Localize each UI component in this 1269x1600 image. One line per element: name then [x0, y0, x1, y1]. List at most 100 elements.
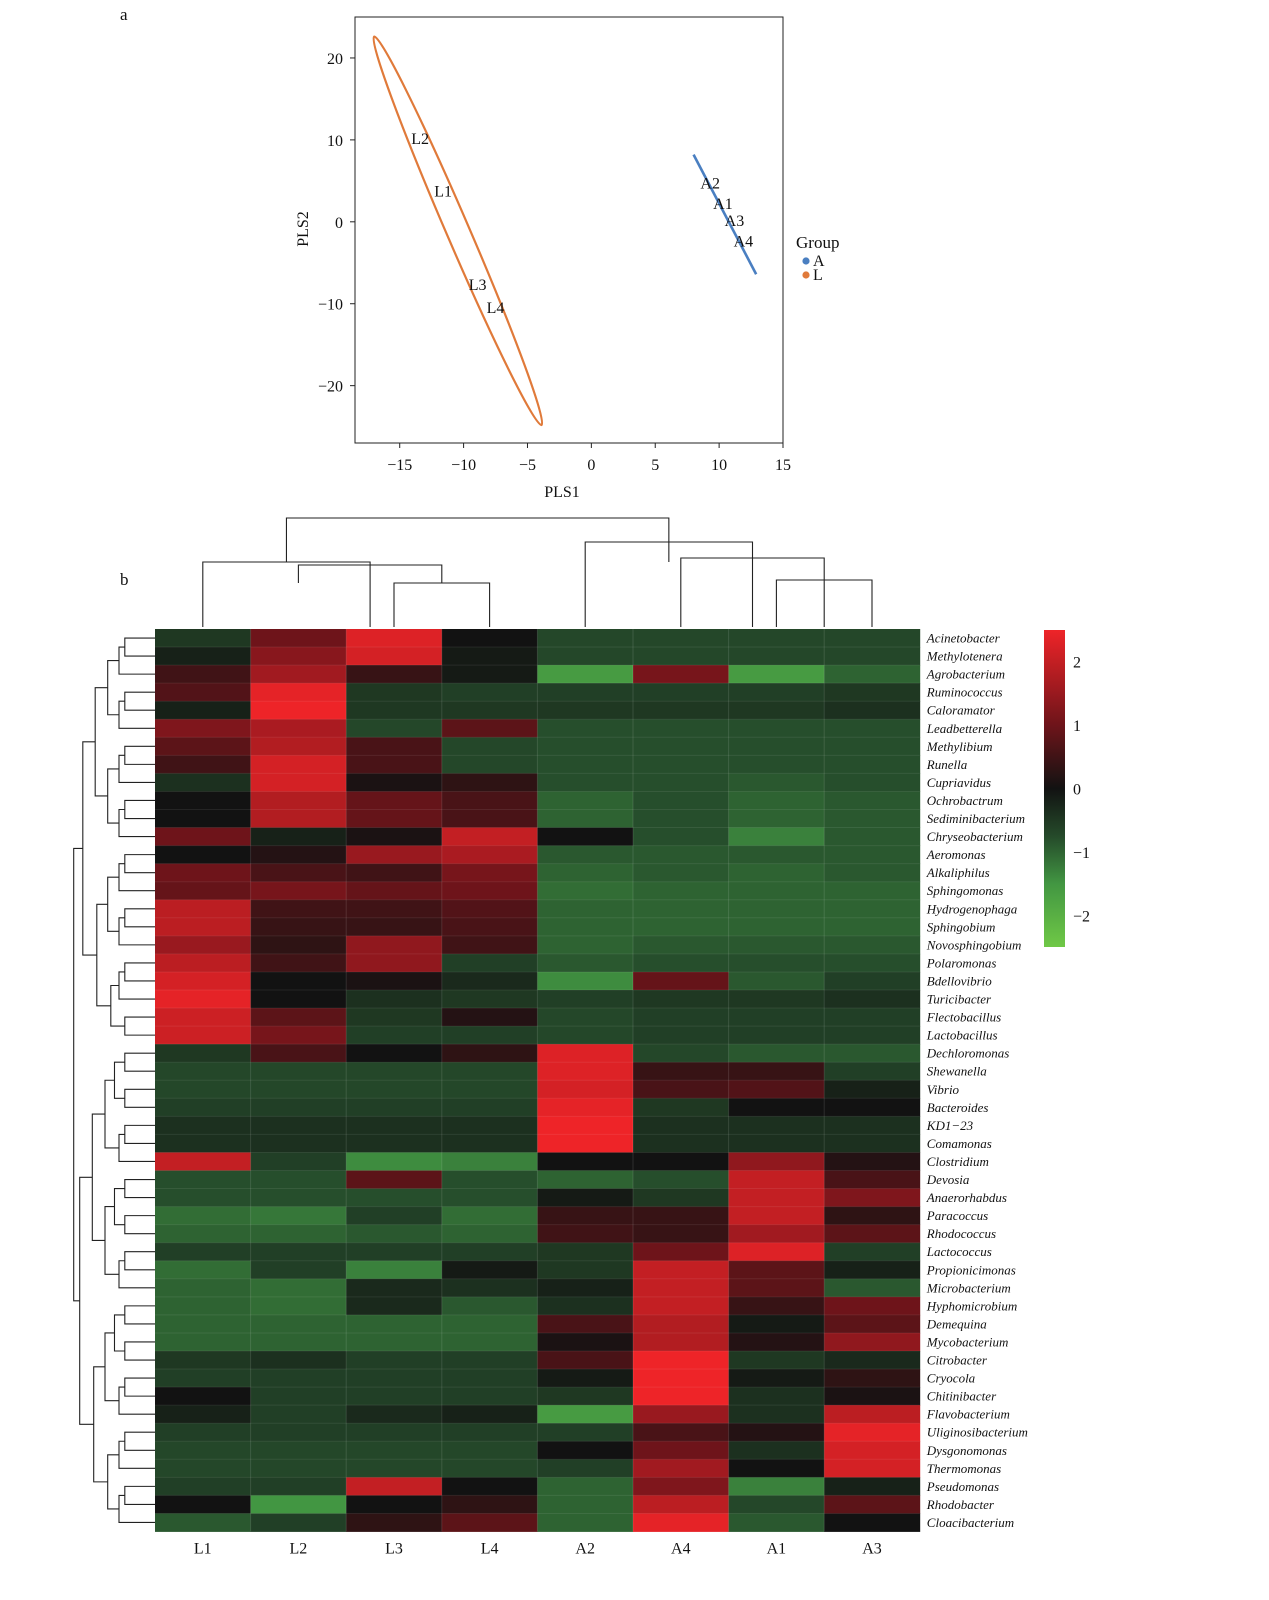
- heatmap-cell: [728, 629, 825, 648]
- legend-marker-L: [802, 271, 810, 279]
- heatmap-cell: [633, 827, 729, 846]
- x-tick-label: 0: [587, 457, 595, 474]
- heatmap-cell: [155, 899, 251, 919]
- heatmap-cell: [728, 845, 825, 865]
- heatmap-cell: [824, 1026, 921, 1045]
- heatmap-cell: [728, 1008, 825, 1027]
- point-label-A4: A4: [734, 234, 754, 251]
- heatmap-cell: [537, 1477, 634, 1496]
- column-label: L2: [290, 1541, 308, 1558]
- heatmap-cell: [250, 1116, 347, 1135]
- heatmap-cell: [346, 719, 443, 738]
- heatmap-cell: [728, 1206, 825, 1226]
- row-label: Pseudomonas: [926, 1479, 999, 1494]
- heatmap-cell: [441, 1116, 538, 1135]
- heatmap-cell: [155, 1062, 251, 1081]
- heatmap-cell: [441, 1242, 538, 1262]
- heatmap-cell: [728, 1098, 825, 1117]
- heatmap-cell: [155, 1405, 251, 1424]
- heatmap-cell: [346, 1260, 443, 1280]
- heatmap-cell: [633, 1098, 729, 1117]
- x-axis-ticks: −15 −10 −5 0 5 10 15: [387, 443, 791, 474]
- heatmap-cell: [441, 1387, 538, 1406]
- heatmap-cell: [441, 1044, 538, 1063]
- heatmap-cell: [441, 737, 538, 756]
- heatmap-cell: [250, 791, 347, 810]
- heatmap-cell: [824, 971, 921, 991]
- heatmap-cell: [537, 1062, 634, 1081]
- colorbar-tick-label: −2: [1073, 908, 1090, 925]
- heatmap-cell: [728, 755, 825, 774]
- heatmap-cell: [441, 701, 538, 720]
- heatmap-cell: [250, 665, 347, 684]
- row-dendrogram-branch: [124, 1215, 155, 1235]
- heatmap-cell: [250, 827, 347, 846]
- heatmap-cell: [441, 1170, 538, 1189]
- heatmap-cell: [441, 1332, 538, 1352]
- heatmap-cell: [824, 1477, 921, 1496]
- row-dendrogram-branch: [124, 1052, 155, 1072]
- heatmap-cell: [250, 1188, 347, 1207]
- heatmap-cell: [728, 990, 825, 1009]
- heatmap-cell: [824, 827, 921, 846]
- heatmap-cell: [441, 1351, 538, 1370]
- heatmap-cell: [537, 1170, 634, 1189]
- heatmap-cell: [633, 1134, 729, 1153]
- heatmap-cell: [346, 1062, 443, 1081]
- heatmap-cell: [155, 1513, 251, 1532]
- row-label: Citrobacter: [927, 1353, 988, 1368]
- heatmap-cell: [250, 1026, 347, 1045]
- point-label-L3: L3: [469, 277, 487, 294]
- heatmap-cell: [633, 737, 729, 756]
- heatmap-cell: [537, 917, 634, 937]
- heatmap-cell: [633, 1513, 729, 1532]
- heatmap-cell: [441, 1423, 538, 1442]
- heatmap-cell: [728, 1152, 825, 1171]
- heatmap-cell: [441, 1459, 538, 1478]
- heatmap-cell: [633, 665, 729, 684]
- group-ellipse-A: [692, 154, 758, 275]
- heatmap-cell: [346, 1369, 443, 1388]
- heatmap-cell: [250, 881, 347, 901]
- heatmap-cell: [441, 1314, 538, 1334]
- heatmap-cell: [728, 881, 825, 901]
- heatmap-cell: [537, 719, 634, 738]
- heatmap-cell: [633, 917, 729, 937]
- heatmap-cell: [155, 1242, 251, 1262]
- heatmap-cell: [155, 683, 251, 702]
- heatmap-cell: [250, 1152, 347, 1171]
- heatmap-cell: [537, 1278, 634, 1298]
- heatmap-cell: [250, 809, 347, 828]
- heatmap-cell: [633, 1008, 729, 1027]
- row-label: KD1−23: [926, 1118, 974, 1133]
- row-dendrogram-branch: [107, 660, 119, 716]
- row-dendrogram-branch: [96, 903, 111, 1007]
- panel-label-a: a: [120, 5, 128, 24]
- heatmap-cell: [633, 935, 729, 955]
- heatmap-cell: [441, 863, 538, 883]
- row-dendrogram-branch: [91, 1113, 105, 1241]
- heatmap-cell: [537, 1152, 634, 1171]
- heatmap-cell: [728, 791, 825, 810]
- heatmap-cell: [250, 1242, 347, 1262]
- heatmap-cell: [537, 773, 634, 792]
- heatmap-cell: [346, 1332, 443, 1352]
- heatmap-cell: [537, 990, 634, 1009]
- row-dendrogram-branch: [94, 687, 108, 797]
- heatmap-cell: [441, 953, 538, 973]
- row-label: Microbacterium: [926, 1280, 1011, 1295]
- heatmap-cell: [441, 665, 538, 684]
- heatmap-cell: [346, 1116, 443, 1135]
- heatmap-cell: [537, 1459, 634, 1478]
- heatmap-cell: [728, 665, 825, 684]
- heatmap-cell: [824, 1188, 921, 1207]
- heatmap-cell: [250, 1080, 347, 1099]
- heatmap-cell: [346, 845, 443, 865]
- heatmap-cell: [441, 827, 538, 846]
- heatmap-cell: [824, 1369, 921, 1388]
- heatmap-cell: [155, 737, 251, 756]
- colorbar: 2 1 0 −1 −2: [1044, 630, 1090, 947]
- heatmap-cell: [537, 1206, 634, 1226]
- plot-frame: [354, 16, 784, 444]
- heatmap-cell: [537, 953, 634, 973]
